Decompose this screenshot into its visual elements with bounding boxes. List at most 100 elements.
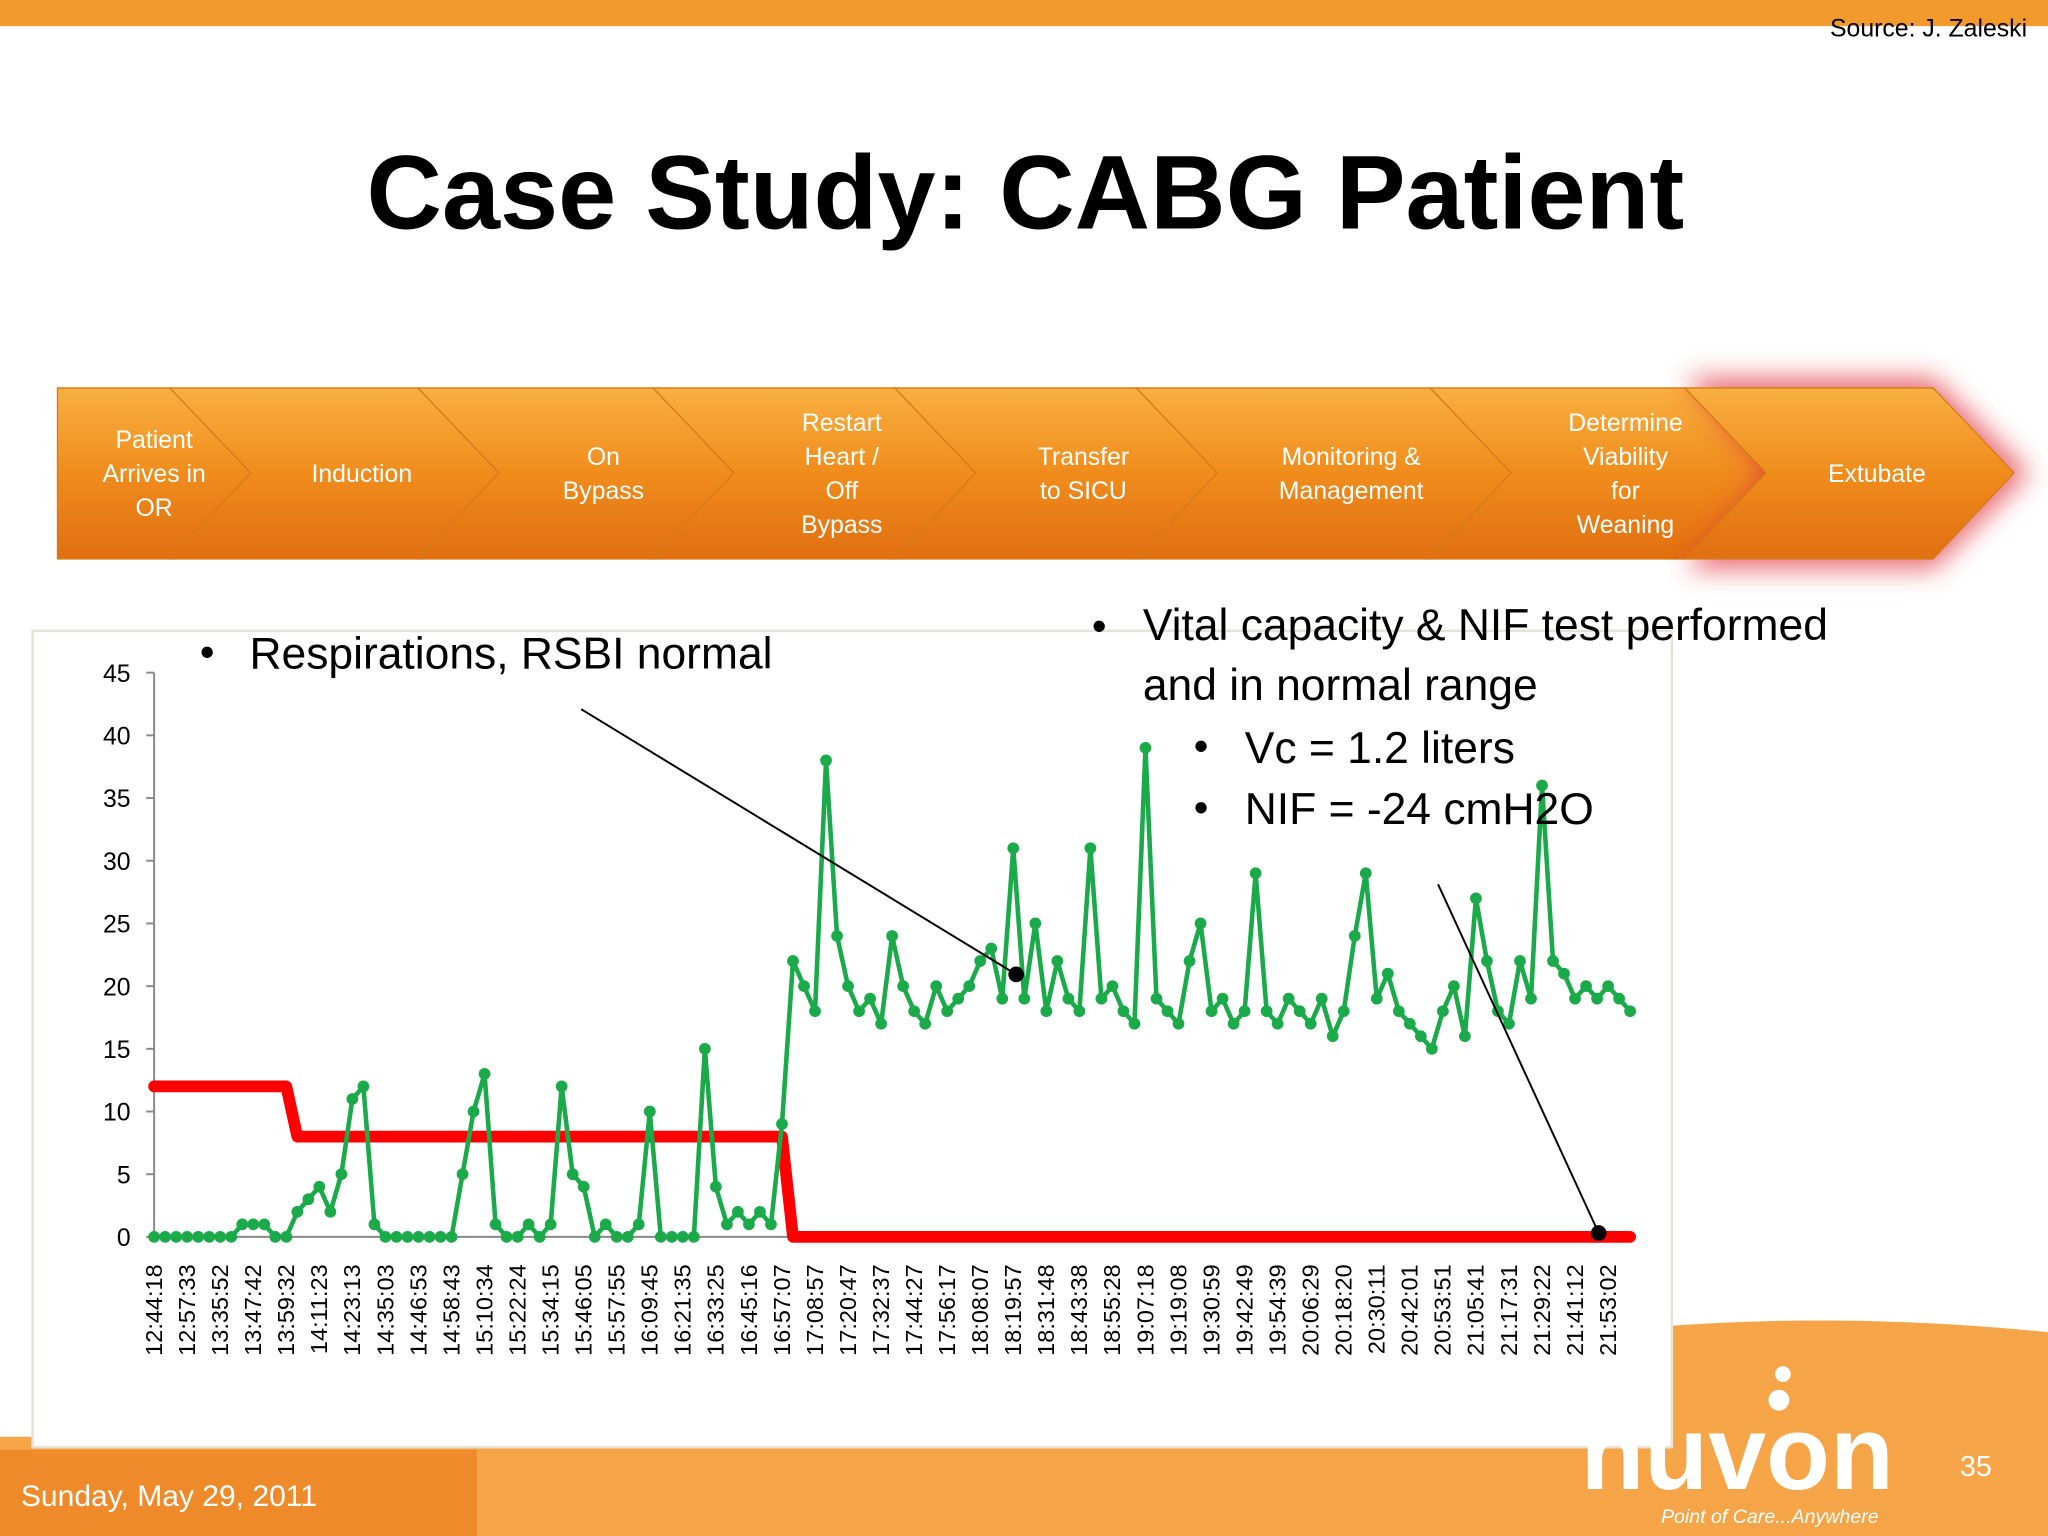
data-point bbox=[831, 930, 843, 942]
data-point bbox=[1062, 992, 1075, 1005]
data-point bbox=[1293, 1005, 1306, 1018]
x-tick-label: 21:17:31 bbox=[1496, 1264, 1522, 1355]
y-tick-label: 10 bbox=[103, 1100, 131, 1127]
bullet: • bbox=[200, 628, 215, 675]
step-label: Bypass bbox=[563, 478, 644, 505]
x-tick-label: 19:07:18 bbox=[1132, 1264, 1158, 1355]
arrow-head bbox=[1008, 966, 1024, 983]
data-point bbox=[1558, 967, 1570, 980]
x-tick-label: 16:45:16 bbox=[736, 1264, 762, 1355]
data-point bbox=[632, 1218, 645, 1231]
x-tick-label: 15:10:34 bbox=[471, 1264, 497, 1355]
x-tick-label: 18:43:38 bbox=[1066, 1264, 1092, 1355]
data-point bbox=[379, 1231, 392, 1243]
data-point bbox=[1018, 992, 1031, 1005]
data-point bbox=[555, 1080, 568, 1093]
step-label: Patient bbox=[116, 427, 193, 454]
step-label: Extubate bbox=[1828, 461, 1926, 488]
data-point bbox=[390, 1231, 403, 1243]
data-point bbox=[1271, 1017, 1284, 1030]
data-point bbox=[676, 1231, 689, 1243]
x-tick-label: 15:22:24 bbox=[504, 1264, 530, 1355]
data-point bbox=[1040, 1005, 1053, 1018]
data-point bbox=[192, 1231, 205, 1243]
data-point bbox=[996, 992, 1009, 1005]
step-label: Management bbox=[1279, 478, 1424, 505]
x-tick-label: 12:44:18 bbox=[141, 1264, 167, 1355]
data-point bbox=[1326, 1030, 1339, 1043]
data-point bbox=[1205, 1005, 1218, 1018]
data-point bbox=[1073, 1005, 1086, 1018]
y-tick-label: 35 bbox=[103, 786, 131, 813]
data-point bbox=[875, 1017, 887, 1030]
x-tick-label: 20:30:11 bbox=[1364, 1264, 1390, 1354]
data-point bbox=[1304, 1017, 1317, 1030]
data-point bbox=[654, 1231, 667, 1243]
data-point bbox=[291, 1205, 304, 1218]
data-point bbox=[445, 1231, 458, 1243]
tagline: Point of Care...Anywhere bbox=[1661, 1506, 1879, 1528]
data-point bbox=[1238, 1005, 1251, 1018]
data-point bbox=[864, 992, 876, 1005]
data-point bbox=[1602, 980, 1614, 992]
step-label: Heart / bbox=[805, 444, 880, 471]
data-point bbox=[313, 1180, 326, 1193]
logo-dot bbox=[1775, 1366, 1791, 1382]
x-tick-label: 14:46:53 bbox=[405, 1264, 431, 1355]
x-tick-label: 18:08:07 bbox=[967, 1264, 993, 1355]
data-point bbox=[522, 1218, 535, 1231]
process-steps: Patient Arrives in OR Induction On Bypass Rest… bbox=[56, 377, 2030, 570]
data-point bbox=[1448, 980, 1460, 992]
data-point bbox=[809, 1005, 821, 1018]
annotation: Vital capacity & NIF test performed bbox=[1143, 601, 1828, 650]
data-point bbox=[1624, 1005, 1637, 1018]
data-point bbox=[434, 1231, 447, 1243]
data-point bbox=[456, 1168, 469, 1181]
x-tick-label: 18:55:28 bbox=[1099, 1264, 1125, 1355]
data-point bbox=[511, 1231, 524, 1243]
y-tick-label: 45 bbox=[103, 661, 131, 688]
data-point bbox=[577, 1180, 590, 1193]
x-tick-label: 16:57:07 bbox=[769, 1264, 795, 1355]
data-point bbox=[1161, 1005, 1174, 1018]
data-point bbox=[1381, 967, 1394, 980]
date: Sunday, May 29, 2011 bbox=[21, 1480, 317, 1513]
data-point bbox=[280, 1231, 293, 1243]
data-point bbox=[985, 942, 998, 955]
x-tick-label: 16:33:25 bbox=[703, 1264, 729, 1355]
page-number: 35 bbox=[1960, 1451, 1992, 1483]
top-bar bbox=[0, 0, 2048, 27]
x-tick-label: 14:23:13 bbox=[339, 1264, 365, 1355]
data-point bbox=[1150, 992, 1163, 1005]
x-tick-label: 16:09:45 bbox=[637, 1264, 663, 1355]
annotation: Respirations, RSBI normal bbox=[249, 630, 772, 679]
data-point bbox=[754, 1205, 766, 1218]
data-point bbox=[148, 1231, 160, 1243]
data-point bbox=[1436, 1005, 1449, 1018]
data-point bbox=[247, 1218, 260, 1231]
data-point bbox=[1503, 1017, 1515, 1030]
data-point bbox=[1613, 992, 1625, 1005]
x-tick-label: 19:54:39 bbox=[1264, 1264, 1290, 1355]
x-tick-label: 19:19:08 bbox=[1165, 1264, 1191, 1355]
data-point bbox=[886, 930, 899, 942]
source: Source: J. Zaleski bbox=[1830, 16, 2027, 43]
x-tick-label: 21:05:41 bbox=[1463, 1264, 1489, 1355]
data-point bbox=[1084, 842, 1097, 855]
data-point bbox=[412, 1231, 425, 1243]
data-point bbox=[1470, 892, 1482, 905]
data-point bbox=[203, 1231, 216, 1243]
step-label: Induction bbox=[311, 461, 412, 488]
logo: nuvon bbox=[1580, 1395, 1893, 1512]
y-tick-label: 40 bbox=[103, 723, 131, 750]
x-tick-label: 19:30:59 bbox=[1198, 1264, 1224, 1355]
step-label: Arrives in bbox=[102, 461, 205, 488]
data-point bbox=[1459, 1030, 1471, 1043]
data-point bbox=[423, 1231, 436, 1243]
data-point bbox=[1337, 1005, 1350, 1018]
data-point bbox=[588, 1231, 601, 1243]
data-point bbox=[930, 980, 943, 992]
data-point bbox=[1007, 842, 1020, 855]
x-tick-label: 13:35:52 bbox=[207, 1264, 233, 1355]
x-tick-label: 21:41:12 bbox=[1562, 1264, 1588, 1355]
